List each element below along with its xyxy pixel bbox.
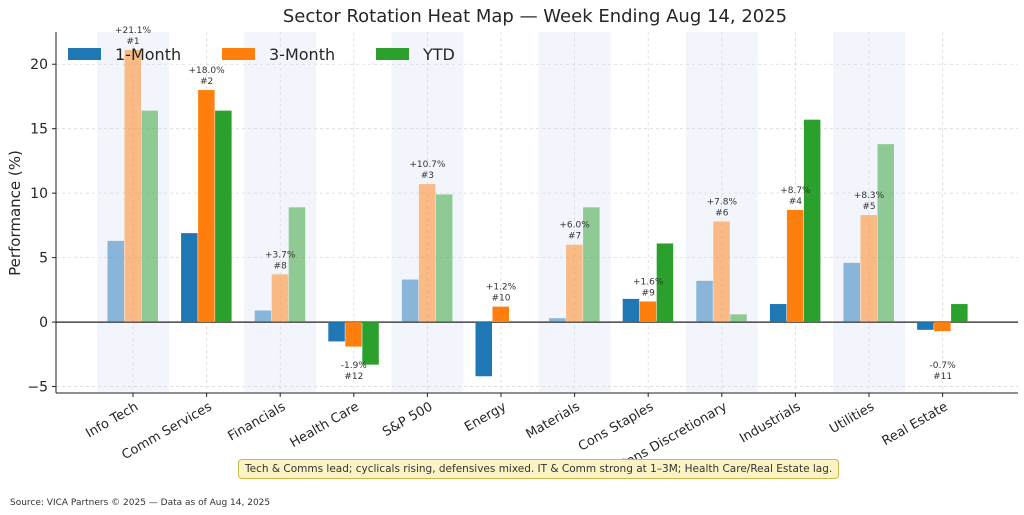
y-tick-label: 10 [30, 186, 48, 202]
bar-3-month-7 [639, 301, 657, 323]
annotation-rank: #8 [274, 261, 288, 271]
annotations-group: +21.1%#1 +18.0%#2 +3.7%#8 -1.9%#12 +10.7%#3 +… [115, 26, 956, 382]
bar-3-month-3 [345, 322, 362, 347]
bar-1-month-3 [328, 322, 345, 342]
annotation-value: +8.3% [854, 191, 885, 201]
bar-1-month-4 [401, 279, 419, 323]
annotation-rank: #1 [126, 37, 139, 47]
bar-1-month-0 [107, 240, 124, 323]
bar-ytd-3 [362, 322, 379, 365]
annotation-value: +7.8% [707, 198, 738, 208]
annotation-rank: #12 [344, 372, 363, 382]
annotation-rank: #3 [421, 171, 434, 181]
y-tick-label: −5 [27, 380, 48, 396]
bar-ytd-4 [435, 194, 453, 323]
bar-ytd-1 [215, 110, 232, 323]
bar-ytd-11 [951, 304, 968, 323]
x-tick-label: Financials [226, 399, 289, 444]
y-tick-label: 0 [39, 315, 48, 331]
annotation-value: +1.2% [486, 283, 517, 293]
legend-swatch-1-month [68, 48, 101, 60]
bar-1-month-9 [769, 304, 787, 323]
bar-3-month-0 [124, 50, 141, 323]
bar-1-month-7 [622, 298, 640, 323]
x-tick-label: S&P 500 [380, 399, 435, 440]
annotation-value: +3.7% [265, 250, 296, 260]
bar-ytd-0 [141, 110, 158, 323]
annotation-rank: #10 [492, 294, 511, 304]
bar-3-month-9 [786, 209, 804, 323]
annotation-rank: #4 [789, 197, 803, 207]
annotation-value: -0.7% [930, 361, 957, 371]
bar-1-month-6 [549, 318, 566, 323]
bar-ytd-6 [583, 207, 600, 323]
x-tick-label: Materials [523, 399, 582, 442]
bar-3-month-4 [418, 184, 436, 323]
bar-ytd-9 [803, 119, 821, 323]
y-tick-label: 15 [30, 122, 48, 138]
summary-note: Tech & Comms lead; cyclicals rising, def… [238, 459, 840, 479]
bar-ytd-7 [656, 243, 674, 323]
bar-ytd-8 [730, 314, 747, 323]
legend-swatch-3-month [222, 48, 255, 60]
source-footer: Source: VICA Partners © 2025 — Data as o… [10, 498, 271, 508]
annotation-rank: #6 [715, 209, 729, 219]
x-tick-label: Health Care [288, 399, 362, 450]
annotation-rank: #5 [862, 202, 875, 212]
legend-swatch-ytd [376, 48, 409, 60]
bar-3-month-1 [198, 90, 215, 323]
x-tick-label: Energy [462, 399, 509, 435]
bar-3-month-8 [713, 221, 730, 323]
bar-3-month-5 [492, 306, 509, 323]
legend: 1-Month 3-Month YTD [68, 45, 455, 64]
annotation-rank: #11 [933, 372, 952, 382]
legend-label: 1-Month [115, 45, 181, 64]
x-tick-label: Industrials [737, 399, 803, 446]
bar-1-month-11 [917, 322, 934, 330]
bar-ytd-10 [877, 144, 894, 323]
chart-title: Sector Rotation Heat Map — Week Ending A… [283, 6, 787, 27]
bar-3-month-10 [860, 215, 877, 323]
y-tick-label: 5 [39, 251, 48, 267]
bar-3-month-11 [934, 322, 951, 332]
annotation-value: -1.9% [341, 361, 368, 371]
bar-1-month-2 [254, 310, 272, 323]
x-tick-label: Real Estate [880, 399, 951, 449]
annotation-rank: #7 [568, 232, 581, 242]
legend-label: YTD [422, 45, 455, 64]
bars-group [107, 50, 968, 377]
annotation-rank: #9 [642, 288, 656, 298]
annotation-value: +8.7% [780, 186, 811, 196]
bar-1-month-10 [843, 262, 860, 323]
annotation-value: +6.0% [559, 221, 590, 231]
annotation-value: +18.0% [189, 66, 226, 76]
y-axis-label: Performance (%) [6, 150, 24, 276]
annotation-value: +1.6% [633, 277, 664, 287]
annotation-value: +10.7% [409, 160, 446, 170]
bar-1-month-8 [696, 280, 713, 323]
annotation-rank: #2 [200, 77, 213, 87]
x-tick-label: Info Tech [83, 399, 141, 441]
bar-1-month-5 [475, 322, 492, 377]
annotation-value: +21.1% [115, 26, 152, 36]
y-tick-label: 20 [30, 57, 48, 73]
bar-1-month-1 [181, 233, 198, 323]
x-tick-label: Utilities [827, 399, 877, 437]
bar-3-month-6 [566, 244, 583, 323]
legend-label: 3-Month [269, 45, 335, 64]
bar-3-month-2 [271, 274, 289, 323]
bar-ytd-2 [288, 207, 306, 323]
